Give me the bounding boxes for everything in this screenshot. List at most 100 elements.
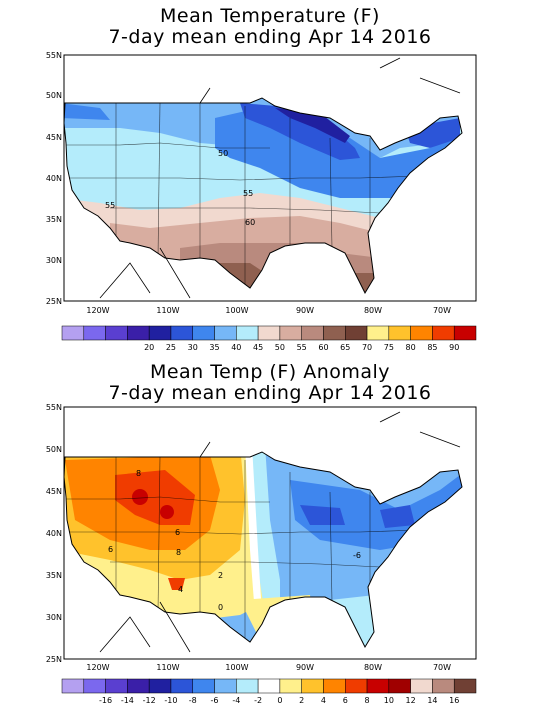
colorbar-swatch <box>410 325 433 341</box>
colorbar-swatch <box>388 678 411 694</box>
colorbar-swatch <box>105 678 128 694</box>
colorbar-swatch <box>170 325 193 341</box>
lon-label: 70W <box>433 663 451 672</box>
bottom-us-outline <box>63 451 463 649</box>
lon-label: 120W <box>86 306 109 315</box>
lat-label: 50N <box>46 445 62 454</box>
colorbar-swatch <box>345 325 368 341</box>
lat-label: 45N <box>46 487 62 496</box>
top-colorbar: 20 25 30 35 40 45 50 55 60 65 70 75 80 85 90 <box>61 325 477 352</box>
lat-label: 40N <box>46 174 62 183</box>
bottom-state-boundaries <box>65 456 421 642</box>
contour-label: 55 <box>243 189 253 198</box>
contour-label: 0 <box>218 603 223 612</box>
colorbar-label: -6 <box>211 696 219 705</box>
top-lat-labels: 55N 50N 45N 40N 35N 30N 25N <box>46 51 62 306</box>
colorbar-swatch <box>61 325 85 341</box>
contour-label: 8 <box>176 548 181 557</box>
colorbar-label: 30 <box>188 343 198 352</box>
top-map-panel: 50 55 55 60 55N 50N 45N 40N 35N 30N 25N … <box>46 51 477 352</box>
colorbar-swatch <box>236 325 259 341</box>
colorbar-swatch <box>105 325 128 341</box>
colorbar-swatch <box>432 678 455 694</box>
bottom-lat-labels: 55N 50N 45N 40N 35N 30N 25N <box>46 403 62 664</box>
colorbar-label: 20 <box>144 343 154 352</box>
colorbar-swatch <box>214 325 237 341</box>
colorbar-label: 10 <box>384 696 394 705</box>
colorbar-swatch <box>366 325 390 341</box>
lat-label: 55N <box>46 51 62 60</box>
lat-label: 40N <box>46 529 62 538</box>
top-lon-labels: 120W 110W 100W 90W 80W 70W <box>86 306 451 315</box>
bottom-lon-labels: 120W 110W 100W 90W 80W 70W <box>86 663 451 672</box>
top-title-line2: 7-day mean ending Apr 14 2016 <box>108 26 432 48</box>
lat-label: 35N <box>46 215 62 224</box>
lon-label: 100W <box>225 306 248 315</box>
colorbar-label: 70 <box>362 343 372 352</box>
contour-label: 4 <box>178 585 183 594</box>
top-state-boundaries <box>65 102 421 288</box>
bottom-border-lines <box>99 411 461 653</box>
lon-label: 90W <box>296 663 314 672</box>
colorbar-swatch <box>345 678 368 694</box>
colorbar-swatch <box>453 678 477 694</box>
colorbar-label: -12 <box>143 696 156 705</box>
colorbar-label: 35 <box>209 343 219 352</box>
lon-label: 80W <box>364 306 382 315</box>
lat-label: 25N <box>46 297 62 306</box>
colorbar-label: -8 <box>189 696 197 705</box>
colorbar-swatch <box>366 678 390 694</box>
lat-label: 55N <box>46 403 62 412</box>
lat-label: 30N <box>46 613 62 622</box>
colorbar-label: 55 <box>297 343 307 352</box>
colorbar-swatch <box>323 325 346 341</box>
lon-label: 100W <box>225 663 248 672</box>
lat-label: 30N <box>46 256 62 265</box>
colorbar-label: 4 <box>321 696 326 705</box>
bottom-colorbar: -16 -14 -12 -10 -8 -6 -4 -2 0 2 4 6 8 10 12 14 16 <box>61 678 477 705</box>
colorbar-label: 14 <box>427 696 437 705</box>
colorbar-swatch <box>236 678 259 694</box>
colorbar-swatch <box>453 325 477 341</box>
colorbar-label: -14 <box>121 696 134 705</box>
contour-label: 6 <box>175 528 180 537</box>
colorbar-swatch <box>127 325 150 341</box>
colorbar-label: 50 <box>275 343 285 352</box>
contour-label: 60 <box>245 218 255 227</box>
bottom-map-panel: 8 8 6 6 4 2 0 -6 55N 50N 45N 40N 35N 30N… <box>46 403 477 705</box>
colorbar-swatch <box>301 325 324 341</box>
colorbar-label: -2 <box>254 696 262 705</box>
top-title-line1: Mean Temperature (F) <box>160 5 380 27</box>
colorbar-label: 80 <box>406 343 416 352</box>
lat-label: 25N <box>46 655 62 664</box>
colorbar-label: 8 <box>365 696 370 705</box>
contour-label: 50 <box>218 149 228 158</box>
colorbar-swatch <box>148 325 172 341</box>
contour-label: 8 <box>136 469 141 478</box>
colorbar-label: 75 <box>384 343 394 352</box>
lat-label: 35N <box>46 571 62 580</box>
lon-label: 90W <box>296 306 314 315</box>
lon-label: 110W <box>156 306 179 315</box>
colorbar-swatch <box>127 678 150 694</box>
colorbar-swatch <box>61 678 85 694</box>
colorbar-swatch <box>257 325 281 341</box>
lat-label: 45N <box>46 133 62 142</box>
colorbar-swatch <box>214 678 237 694</box>
colorbar-label: 2 <box>299 696 304 705</box>
colorbar-label: 65 <box>340 343 350 352</box>
contour-label: -6 <box>353 551 361 560</box>
top-border-lines <box>99 57 461 299</box>
colorbar-swatch <box>192 325 215 341</box>
top-us-outline <box>63 97 463 295</box>
colorbar-label: -16 <box>99 696 112 705</box>
colorbar-swatch <box>257 678 281 694</box>
contour-label: 6 <box>108 545 113 554</box>
colorbar-swatch <box>388 325 411 341</box>
colorbar-label: 90 <box>449 343 459 352</box>
colorbar-label: 0 <box>277 696 282 705</box>
colorbar-label: -10 <box>164 696 177 705</box>
colorbar-swatch <box>83 325 106 341</box>
colorbar-swatch <box>323 678 346 694</box>
lon-label: 110W <box>156 663 179 672</box>
